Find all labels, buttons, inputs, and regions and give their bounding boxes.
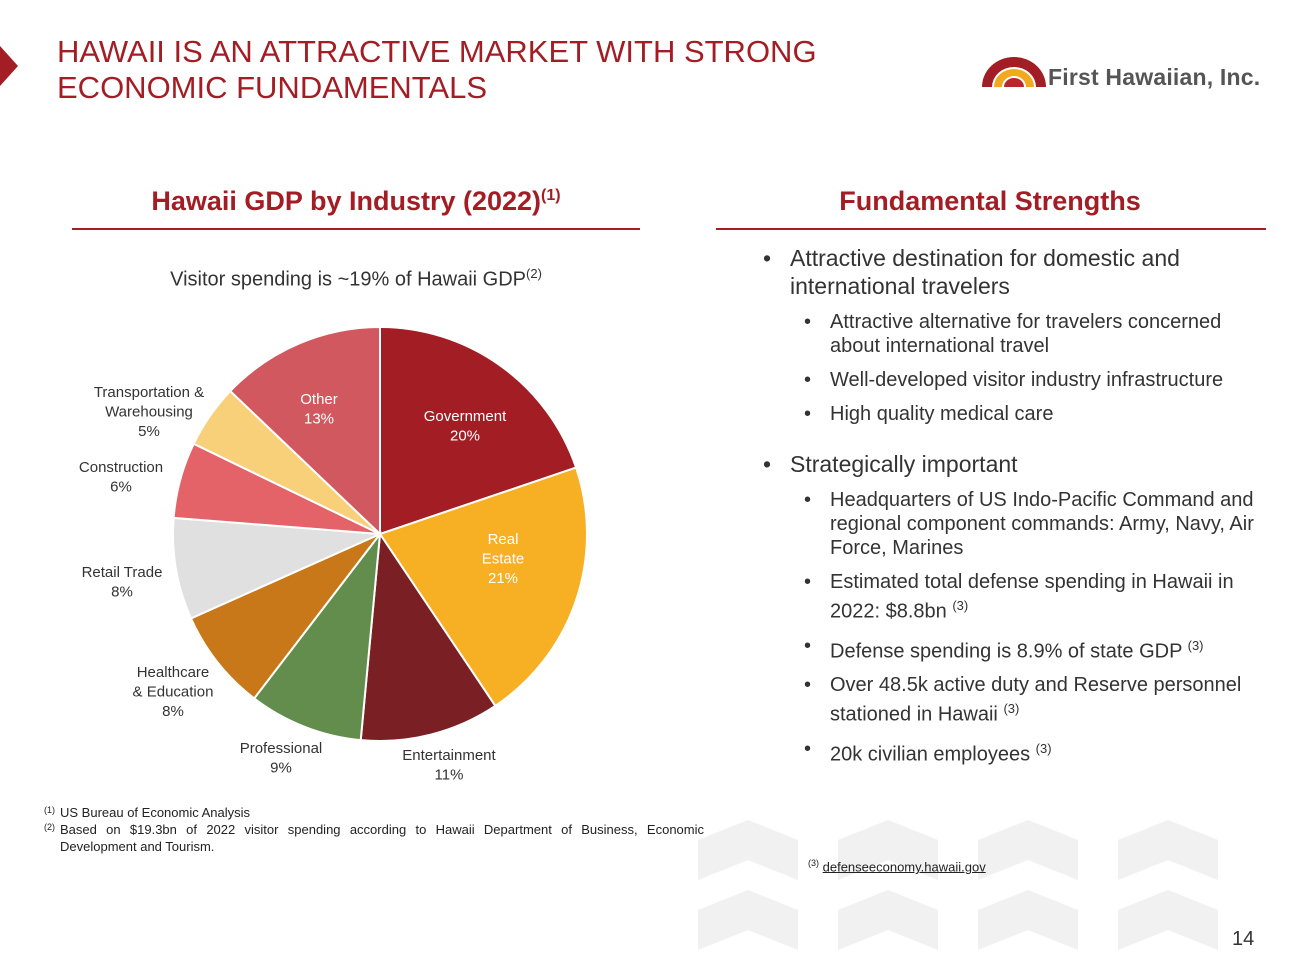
pie-slice-percent: 11% [435,767,464,784]
strength-sub-bullet: Estimated total defense spending in Hawa… [760,570,1270,624]
pie-slice-label: Construction 6% [79,459,163,496]
pie-slice-label: Transportation & Warehousing 5% [94,384,204,440]
pie-slice [379,325,578,536]
pie-slice-label-line: Construction [79,459,163,476]
strength-sub-bullet-ref: (3) [1187,637,1204,653]
pie-slice-percent: 20% [450,428,480,445]
pie-slice-label-line: Estate [482,551,525,568]
strength-main-bullet: Attractive destination for domestic and … [760,244,1270,300]
brand-name: First Hawaiian, Inc. [1048,64,1261,90]
pie-slice-label: Government 20% [424,408,507,445]
pie-slice-percent: 8% [111,584,133,601]
strength-sub-bullet-text: Well-developed visitor industry infrastr… [830,369,1224,391]
pie-slice-label-line: Other [300,391,338,408]
pie-slice-label-line: Transportation & [94,384,204,401]
pie-slice [378,466,588,708]
page-title: HAWAII IS AN ATTRACTIVE MARKET WITH STRO… [57,34,917,106]
strength-sub-bullet-text: Over 48.5k active duty and Reserve perso… [830,674,1242,726]
strength-sub-bullet-text: Estimated total defense spending in Hawa… [830,571,1234,623]
strength-sub-bullet-text: Defense spending is 8.9% of state GDP [830,640,1183,663]
page-number: 14 [1232,928,1255,950]
strength-sub-bullet: Well-developed visitor industry infrastr… [760,368,1270,392]
defense-economy-link[interactable]: defenseeconomy.hawaii.gov [822,859,986,875]
pie-slice [252,530,382,742]
strength-group: Attractive destination for domestic and … [760,244,1270,426]
accent-arrow [0,46,18,86]
strength-sub-bullet: Defense spending is 8.9% of state GDP (3… [760,634,1270,664]
page-title-line-1: HAWAII IS AN ATTRACTIVE MARKET WITH STRO… [57,34,817,69]
strength-sub-bullet-ref: (3) [1003,701,1020,717]
pie-slice [172,516,381,620]
footnote-ref: (2) [44,822,55,832]
pie-slice-label-line: Entertainment [402,747,496,764]
left-section-rule [72,228,640,230]
pie-slice-label-line: Government [424,408,507,425]
pie-slice-percent: 13% [304,411,334,428]
pie-slice-label-line: Healthcare [137,664,210,681]
footnote-1: (1) US Bureau of Economic Analysis [44,804,704,821]
strength-sub-bullet-text: High quality medical care [830,403,1054,425]
source-footnote-3: (3) defenseeconomy.hawaii.gov [808,858,986,874]
strength-main-bullet: Strategically important [760,450,1270,478]
footnote-ref: (3) [808,858,819,868]
strength-sub-bullet: High quality medical care [760,402,1270,426]
pie-slice-label: Healthcare & Education 8% [133,664,214,720]
strength-group: Strategically important Headquarters of U… [760,450,1270,767]
strength-sub-bullet-text: 20k civilian employees [830,743,1031,766]
pie-slice-percent: 5% [138,423,160,440]
left-section-title: Hawaii GDP by Industry (2022)(1) [72,186,640,217]
pie-slice-label-line: Professional [240,740,323,757]
strength-sub-bullet-ref: (3) [952,598,969,613]
logo-arc-icon [982,57,1046,87]
fundamental-strengths-list: Attractive destination for domestic and … [760,244,1270,791]
pie-slice [228,325,381,537]
strength-sub-bullet: Headquarters of US Indo-Pacific Command … [760,488,1270,560]
strength-sub-bullet: 20k civilian employees (3) [760,737,1270,767]
pie-slice [189,533,381,700]
gdp-pie-chart: Government 20% Real Estate 21% Entertainment 1… [79,325,588,784]
right-section-title: Fundamental Strengths [839,186,1141,216]
strength-sub-bullet: Over 48.5k active duty and Reserve perso… [760,673,1270,727]
visitor-spending-note: Visitor spending is ~19% of Hawaii GDP(2… [72,266,640,292]
strength-sub-bullet-ref: (3) [1035,740,1052,756]
pie-slice-label-line: & Education [133,684,214,701]
footnote-ref: (1) [44,805,55,815]
pie-slice-label-line: Real [488,531,519,548]
pie-slice-percent: 9% [270,760,292,777]
brand-logo [982,57,1046,87]
page-title-line-2: ECONOMIC FUNDAMENTALS [57,70,488,105]
pie-slice-percent: 8% [162,703,184,720]
pie-slice [359,531,497,742]
footnotes: (1) US Bureau of Economic Analysis (2) Bas… [44,804,704,855]
visitor-spending-note-ref: (2) [526,266,542,281]
pie-slice-label: Other 13% [300,391,338,428]
background-chevron-pattern [698,820,1218,950]
strength-sub-bullet-text: Attractive alternative for travelers con… [830,311,1222,357]
pie-slice-label: Professional 9% [240,740,323,777]
pie-slice-label: Real Estate 21% [482,531,525,587]
visitor-spending-note-text: Visitor spending is ~19% of Hawaii GDP [170,268,527,291]
pie-slice-label: Retail Trade 8% [82,564,163,601]
left-section-title-text: Hawaii GDP by Industry (2022) [151,186,542,216]
pie-slice-label: Entertainment 11% [402,747,496,784]
left-section-title-ref: (1) [541,187,561,204]
footnote-text: Based on $19.3bn of 2022 visitor spendin… [60,822,704,854]
footnote-text: US Bureau of Economic Analysis [60,805,251,820]
footnote-2: (2) Based on $19.3bn of 2022 visitor spen… [44,821,704,855]
right-section-rule [716,228,1266,230]
pie-slice-percent: 21% [488,570,518,587]
strength-sub-bullet-text: Headquarters of US Indo-Pacific Command … [830,489,1254,559]
pie-slice-percent: 6% [110,479,132,496]
pie-slice-label-line: Warehousing [105,404,193,421]
strength-sub-bullet: Attractive alternative for travelers con… [760,310,1270,358]
pie-slice-label-line: Retail Trade [82,564,163,581]
